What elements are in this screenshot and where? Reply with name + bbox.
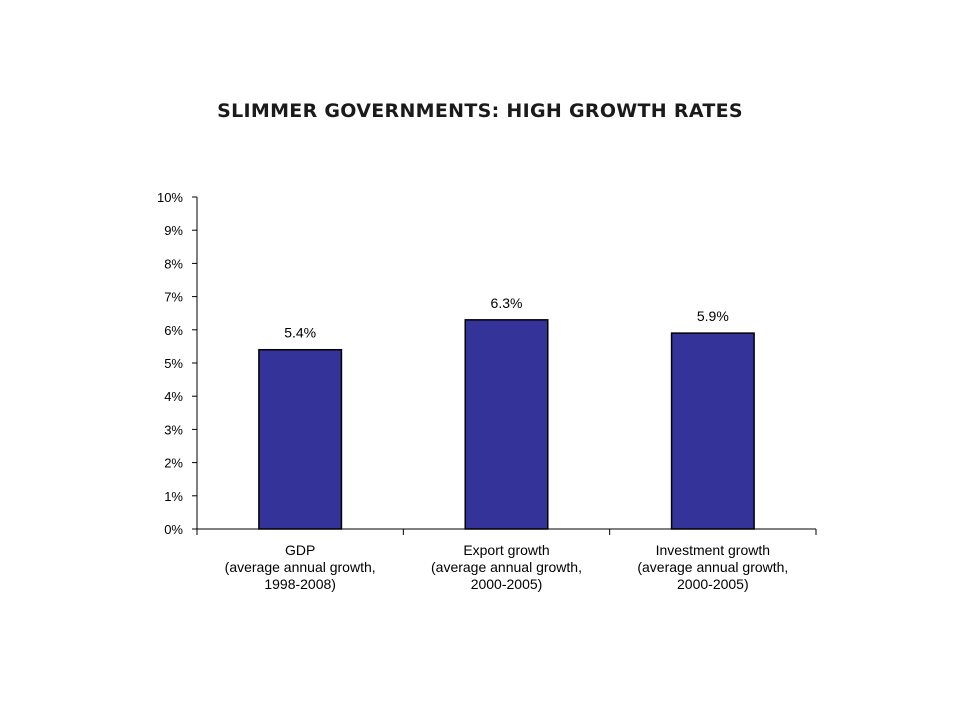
y-tick-label: 3% <box>164 422 183 437</box>
bar <box>670 332 755 530</box>
chart-labels: 5.4%GDP(average annual growth,1998-2008)… <box>225 295 789 592</box>
data-label: 5.9% <box>697 308 729 324</box>
y-tick-label: 7% <box>164 290 183 305</box>
x-category-label: (average annual growth, <box>431 559 582 575</box>
x-category-label: Investment growth <box>656 542 770 558</box>
x-category-label: (average annual growth, <box>637 559 788 575</box>
y-tick-label: 10% <box>157 190 183 205</box>
bar <box>464 319 549 530</box>
y-tick-label: 1% <box>164 489 183 504</box>
x-category-label: GDP <box>285 542 315 558</box>
chart-axes: 0% 1% 2% 3% 4% 5% 6% 7% 8% 9% 10% <box>157 190 817 537</box>
x-category-label: Export growth <box>463 542 549 558</box>
data-label: 5.4% <box>284 325 316 341</box>
y-tick-label: 8% <box>164 256 183 271</box>
y-tick-label: 9% <box>164 223 183 238</box>
data-label: 6.3% <box>491 295 523 311</box>
x-category-label: 1998-2008) <box>264 576 336 592</box>
y-tick-label: 0% <box>164 522 183 537</box>
x-category-label: 2000-2005) <box>677 576 749 592</box>
x-category-label: 2000-2005) <box>471 576 543 592</box>
y-tick-label: 5% <box>164 356 183 371</box>
y-tick-label: 4% <box>164 389 183 404</box>
chart-title: SLIMMER GOVERNMENTS: HIGH GROWTH RATES <box>217 100 743 122</box>
chart-bars <box>258 319 755 530</box>
bar <box>258 348 343 530</box>
x-category-label: (average annual growth, <box>225 559 376 575</box>
y-tick-label: 6% <box>164 323 183 338</box>
y-tick-label: 2% <box>164 456 183 471</box>
